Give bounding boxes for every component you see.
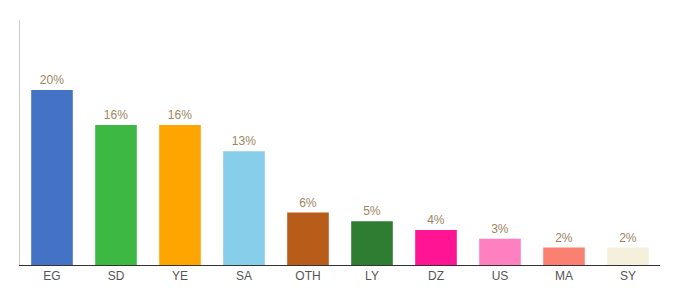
svg-text:US: US [492, 269, 509, 283]
svg-text:YE: YE [172, 269, 188, 283]
svg-text:SD: SD [108, 269, 125, 283]
svg-text:2%: 2% [555, 231, 573, 245]
svg-text:6%: 6% [299, 196, 317, 210]
svg-text:LY: LY [365, 269, 379, 283]
svg-text:SY: SY [620, 269, 636, 283]
svg-text:OTH: OTH [295, 269, 320, 283]
svg-text:20%: 20% [40, 73, 64, 87]
svg-text:16%: 16% [104, 108, 128, 122]
svg-text:13%: 13% [232, 134, 256, 148]
svg-text:16%: 16% [168, 108, 192, 122]
svg-text:EG: EG [43, 269, 60, 283]
svg-text:SA: SA [236, 269, 252, 283]
svg-text:2%: 2% [619, 231, 637, 245]
svg-text:5%: 5% [363, 204, 381, 218]
svg-text:DZ: DZ [428, 269, 444, 283]
svg-text:MA: MA [555, 269, 573, 283]
svg-text:3%: 3% [491, 222, 509, 236]
svg-text:4%: 4% [427, 213, 445, 227]
